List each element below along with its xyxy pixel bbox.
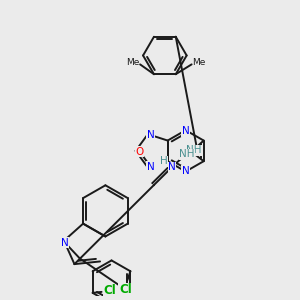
Text: O: O [136,147,144,157]
Text: NH: NH [179,149,195,159]
Text: NH: NH [186,146,202,155]
Text: N: N [168,162,176,172]
Text: Cl: Cl [119,284,132,296]
Text: H: H [160,156,168,166]
Text: N: N [147,130,155,140]
Text: Cl: Cl [103,284,116,297]
Text: Me: Me [193,58,206,67]
Text: Me: Me [126,58,139,67]
Text: N: N [182,166,190,176]
Text: N: N [61,238,69,248]
Text: N: N [147,162,155,172]
Text: N: N [182,126,190,136]
